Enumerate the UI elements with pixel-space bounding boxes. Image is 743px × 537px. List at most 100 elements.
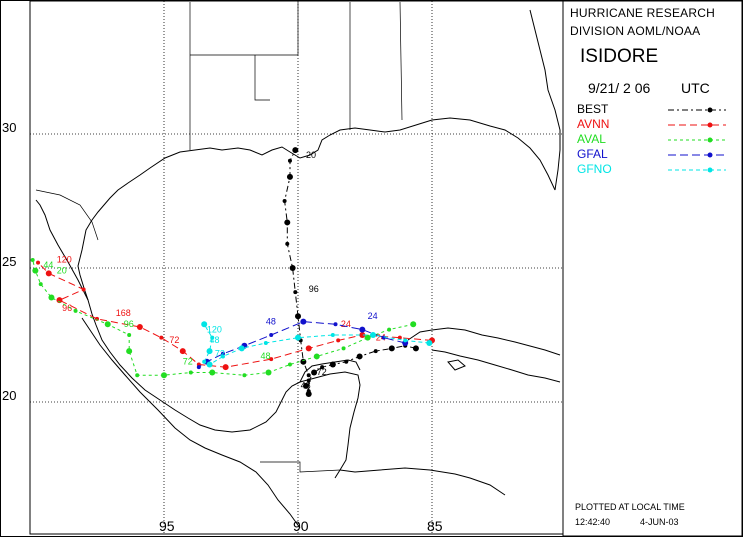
coastline-cuba-south [431, 349, 561, 383]
advisory-date: 9/21/ 2 06 [588, 80, 651, 96]
track-hour-label-gfal: 24 [368, 311, 378, 321]
track-point-aval [127, 333, 132, 337]
track-point-gfal [269, 333, 274, 337]
track-hour-label-aval: 48 [260, 351, 270, 361]
legend-label-avnn: AVNN [577, 117, 610, 131]
track-point-best [287, 158, 292, 163]
lat-label-30: 30 [2, 120, 17, 135]
border-mexico-guatemala [260, 461, 341, 473]
track-point-gfno [238, 345, 245, 352]
coastline-florida-east [529, 9, 561, 191]
track-point-aval [48, 294, 55, 301]
track-point-best [305, 390, 312, 397]
track-point-gfno [220, 354, 225, 359]
track-hour-label-gfno: 120 [207, 324, 222, 334]
track-point-best [284, 219, 291, 226]
track-point-gfal [196, 365, 201, 370]
track-line-gfal [198, 321, 406, 368]
track-point-gfal [333, 322, 338, 327]
track-point-avnn [336, 338, 341, 343]
legend-panel-border [562, 0, 743, 537]
track-point-best [320, 365, 325, 370]
track-gfno: 120 48 72 [201, 321, 433, 368]
track-point-avnn [36, 260, 41, 265]
track-point-avnn [81, 287, 86, 292]
track-point-aval [38, 282, 43, 287]
track-point-best [282, 199, 287, 203]
border-us-states [189, 1, 403, 150]
legend-label-aval: AVAL [577, 132, 606, 146]
track-point-gfal [381, 335, 386, 340]
lat-label-25: 25 [2, 254, 17, 269]
advisory-utc: UTC [681, 80, 710, 96]
track-point-aval [209, 369, 216, 376]
track-point-aval [32, 267, 39, 274]
track-point-gfno [263, 341, 268, 346]
track-point-best [306, 378, 311, 383]
track-point-aval [313, 353, 320, 360]
track-hour-label-aval: 72 [183, 356, 193, 366]
track-hour-label-avnn: 96 [62, 303, 72, 313]
coastline-honduras [339, 467, 506, 496]
track-point-best [300, 358, 307, 365]
track-point-gfno [206, 361, 213, 368]
track-point-gfno [426, 340, 433, 347]
track-point-aval [161, 372, 167, 379]
track-hour-label-aval: 20 [57, 265, 67, 275]
track-point-aval [126, 348, 133, 355]
track-point-avnn [45, 270, 52, 277]
track-point-gfno [206, 348, 213, 355]
coastline-yucatan [299, 359, 361, 383]
footer-time: 12:42:40 [575, 517, 611, 527]
track-line-aval [32, 259, 414, 376]
lon-label-85: 85 [427, 518, 443, 534]
footer-note: PLOTTED AT LOCAL TIME [575, 502, 685, 512]
track-point-avnn [159, 335, 164, 340]
track-point-avnn [269, 357, 274, 362]
track-point-aval [265, 369, 272, 376]
coastline-isla-juventud [447, 359, 466, 371]
track-point-best [344, 359, 349, 364]
legend-label-gfno: GFNO [577, 162, 612, 176]
legend-label-best: BEST [577, 102, 609, 116]
footer-date: 4-JUN-03 [640, 517, 679, 527]
track-point-best [303, 382, 310, 389]
track-point-aval [242, 373, 247, 378]
track-hour-label-aval: 44 [43, 260, 53, 270]
track-point-aval [104, 321, 111, 328]
track-point-best [373, 349, 378, 354]
track-point-aval [73, 308, 78, 313]
track-point-aval [387, 327, 392, 332]
track-hour-label-avnn: 72 [169, 335, 179, 345]
track-point-gfno [201, 321, 208, 328]
track-point-aval [188, 370, 193, 375]
track-point-avnn [397, 335, 402, 340]
track-point-gfno [370, 332, 377, 338]
header-line2: DIVISION AOML/NOAA [570, 24, 701, 38]
track-point-gfal [300, 318, 307, 325]
track-hour-label-gfal: 48 [266, 316, 276, 326]
track-hour-label-avnn: 120 [57, 255, 72, 265]
track-point-best [293, 290, 298, 295]
track-point-avnn [359, 332, 366, 338]
coastlines [35, 9, 561, 529]
track-hour-label-gfno: 72 [215, 348, 225, 358]
track-point-best [329, 361, 336, 368]
track-hour-label-avnn: 24 [376, 332, 386, 342]
track-point-best [292, 147, 299, 154]
track-point-aval [287, 362, 292, 367]
track-point-best [356, 353, 363, 360]
storm-name: ISIDORE [580, 46, 659, 67]
track-point-gfno [202, 359, 207, 364]
coastline-cuba [407, 327, 561, 356]
track-hour-label-aval: 96 [124, 319, 134, 329]
lat-label-20: 20 [2, 388, 17, 403]
track-point-aval [364, 334, 371, 341]
lon-label-95: 95 [159, 518, 175, 534]
track-hour-label-avnn: 168 [116, 308, 131, 318]
track-point-best [285, 241, 290, 246]
track-point-best [286, 173, 293, 180]
